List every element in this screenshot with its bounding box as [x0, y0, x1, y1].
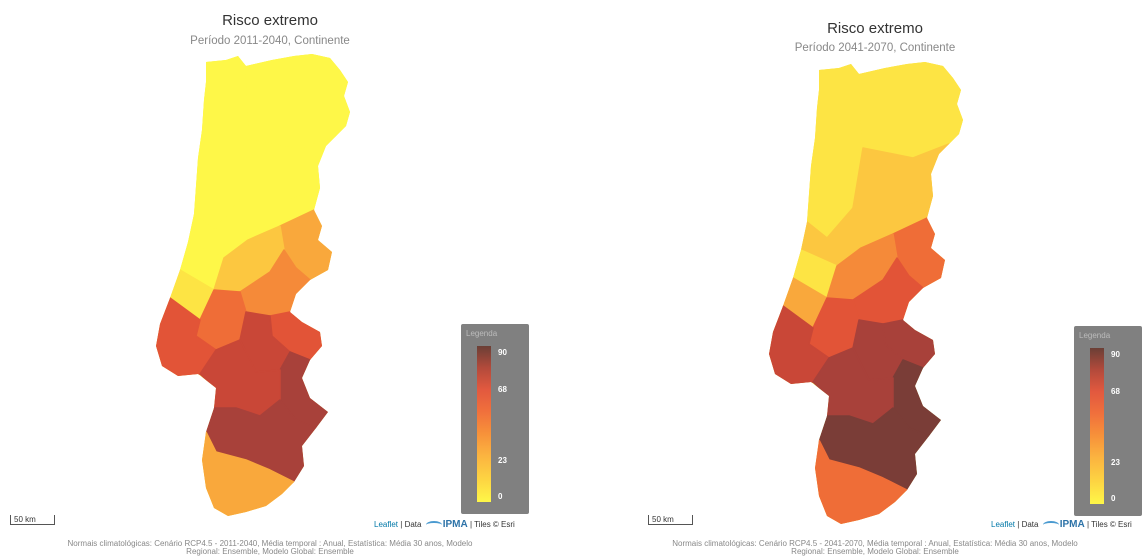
leaflet-link[interactable]: Leaflet — [991, 520, 1016, 529]
ipma-logo-icon — [1042, 520, 1059, 529]
map-attribution: Leaflet | Data IPMA | Tiles © Esri — [374, 519, 515, 530]
legend-tick: 68 — [498, 385, 507, 394]
map-subtitle: Período 2011-2040, Continente — [190, 35, 350, 47]
map-region[interactable] — [201, 431, 295, 516]
legend: Legenda 90 68 23 0 — [1074, 326, 1142, 516]
legend-tick: 0 — [498, 492, 503, 501]
map-subtitle: Período 2041-2070, Continente — [794, 42, 956, 54]
legend-color-bar — [1090, 348, 1104, 504]
legend-title: Legenda — [466, 329, 498, 338]
map-regions — [156, 54, 350, 516]
legend-tick: 0 — [1111, 494, 1116, 503]
map-region[interactable] — [858, 62, 963, 159]
map-title: Risco extremo — [222, 12, 318, 29]
map-region[interactable] — [245, 54, 350, 151]
map-panel-2011-2040: Risco extremo Período 2011-2040, Contine… — [0, 0, 540, 559]
map-regions — [769, 62, 963, 524]
legend-tick: 90 — [498, 348, 507, 357]
scale-bar: 50 km — [10, 515, 55, 525]
scale-bar: 50 km — [648, 515, 693, 525]
map-panel-2041-2070: Risco extremo Período 2041-2070, Contine… — [605, 0, 1145, 559]
ipma-logo[interactable]: IPMA — [1059, 519, 1085, 530]
portugal-map[interactable] — [0, 0, 540, 530]
footnote-line: Normais climatológicas: Cenário RCP4.5 -… — [672, 539, 1078, 548]
footnote-line: Regional: Ensemble, Modelo Global: Ensem… — [186, 547, 354, 556]
legend-tick: 68 — [1111, 387, 1120, 396]
attribution-data: | Data — [400, 520, 422, 529]
legend-tick: 23 — [1111, 458, 1120, 467]
legend-title: Legenda — [1079, 331, 1111, 340]
attribution-tiles: | Tiles © Esri — [469, 520, 515, 529]
legend-tick: 23 — [498, 456, 507, 465]
footnote-line: Normais climatológicas: Cenário RCP4.5 -… — [67, 539, 473, 548]
map-attribution: Leaflet | Data IPMA | Tiles © Esri — [991, 519, 1132, 530]
footnote: Normais climatológicas: Cenário RCP4.5 -… — [605, 540, 1145, 556]
legend: Legenda 90 68 23 0 — [461, 324, 529, 514]
map-region[interactable] — [814, 439, 908, 524]
legend-color-bar — [477, 346, 491, 502]
legend-tick: 90 — [1111, 350, 1120, 359]
map-title: Risco extremo — [827, 20, 923, 37]
portugal-map[interactable] — [605, 0, 1145, 530]
footnote: Normais climatológicas: Cenário RCP4.5 -… — [0, 540, 540, 556]
attribution-data: | Data — [1017, 520, 1039, 529]
ipma-logo-icon — [425, 520, 442, 529]
leaflet-link[interactable]: Leaflet — [374, 520, 399, 529]
attribution-tiles: | Tiles © Esri — [1086, 520, 1132, 529]
footnote-line: Regional: Ensemble, Modelo Global: Ensem… — [791, 547, 959, 556]
ipma-logo[interactable]: IPMA — [442, 519, 468, 530]
